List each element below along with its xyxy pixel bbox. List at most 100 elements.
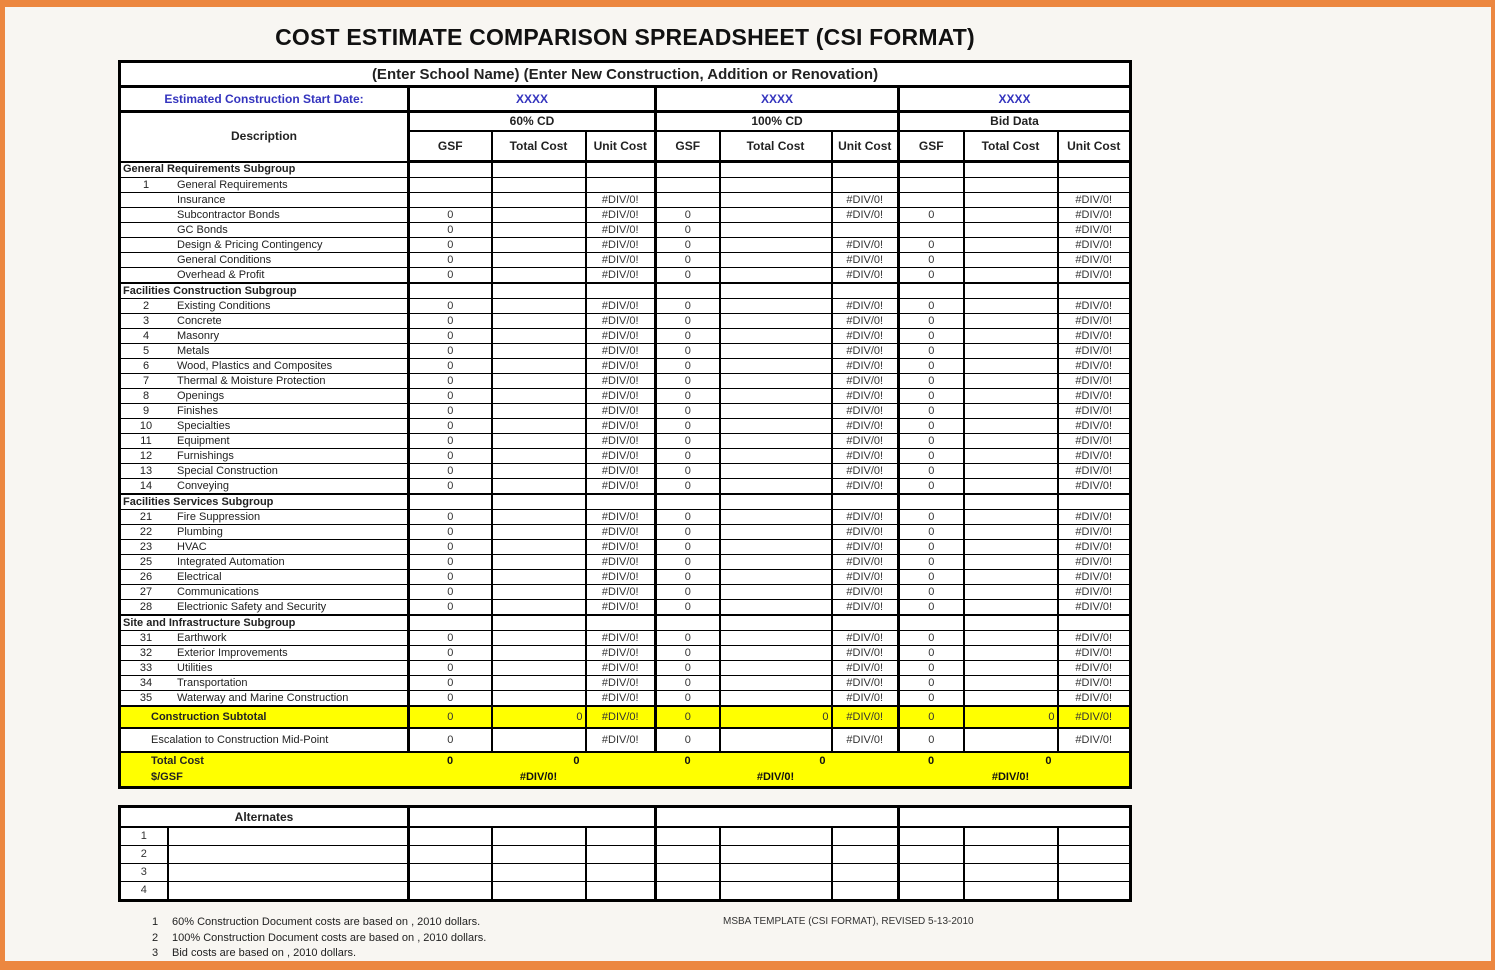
cell-group3-total — [962, 478, 1059, 495]
row-number: 1 — [142, 178, 150, 191]
cell-group1-total — [490, 328, 587, 344]
row-number: 2 — [142, 299, 150, 312]
row-thermal-moisture-protection: 7 Thermal & Moisture Protection 0 #DIV/0! 0 #… — [118, 373, 1132, 389]
row-label: Design & Pricing Contingency — [177, 238, 323, 251]
cell-group2-gsf: 0 — [654, 388, 721, 404]
row-concrete: 3 Concrete 0 #DIV/0! 0 #DIV/0! 0 #DIV/0! — [118, 313, 1132, 329]
cell-group3-gsf: 0 — [897, 524, 965, 540]
alt-cell-group2-total — [718, 863, 833, 882]
cell-group1-unit — [585, 769, 656, 789]
cell-group2-total — [718, 418, 833, 434]
cell-group2-gsf: 0 — [654, 403, 721, 419]
cell-group1-total — [490, 675, 587, 691]
cell-group2-total — [718, 207, 833, 223]
row-label: Plumbing — [177, 525, 223, 538]
cell-group2-unit: #DIV/0! — [830, 584, 900, 600]
row-general-conditions: General Conditions 0 #DIV/0! 0 #DIV/0! 0 #DIV/… — [118, 252, 1132, 268]
cell-group1-total: #DIV/0! — [491, 769, 586, 789]
cell-group1-gsf — [407, 177, 493, 193]
row-furnishings: 12 Furnishings 0 #DIV/0! 0 #DIV/0! 0 #DIV/0! — [118, 448, 1132, 464]
cell-group3-gsf: 0 — [897, 358, 965, 374]
cell-group3-unit: #DIV/0! — [1056, 403, 1132, 419]
cell-group1-unit: #DIV/0! — [584, 630, 657, 646]
row-number: 26 — [139, 570, 153, 583]
cell-group2-gsf — [654, 614, 721, 631]
cell-group1-gsf: 0 — [408, 751, 492, 769]
cell-group2-unit: #DIV/0! — [830, 690, 900, 707]
cell-group2-gsf: 0 — [654, 313, 721, 329]
start-date-label: Estimated Construction Start Date: — [118, 86, 410, 113]
cell-group3-gsf: 0 — [897, 252, 965, 268]
cell-group3-gsf: 0 — [897, 388, 965, 404]
cell-group3-total — [962, 448, 1059, 464]
alt-cell-group1-unit — [584, 863, 657, 882]
row-description: 31 Earthwork — [118, 630, 410, 646]
cell-group2-total — [718, 160, 833, 178]
cell-group2-total — [718, 267, 833, 284]
cell-group1-gsf — [407, 493, 493, 510]
cell-group1-total — [490, 403, 587, 419]
cell-group2-unit: #DIV/0! — [830, 478, 900, 495]
cell-group2-total — [718, 660, 833, 676]
cell-group3-gsf — [897, 493, 965, 510]
row-number: 3 — [142, 314, 150, 327]
row-description: 11 Equipment — [118, 433, 410, 449]
cell-group1-gsf: 0 — [407, 584, 493, 600]
cell-group3-total — [962, 433, 1059, 449]
row-label: General Conditions — [177, 253, 272, 266]
cell-group1-unit: #DIV/0! — [584, 584, 657, 600]
row-label: Communications — [177, 585, 259, 598]
cell-group3-gsf: 0 — [897, 328, 965, 344]
cell-group2-total — [718, 433, 833, 449]
alternate-row-3: 3 — [118, 863, 1132, 882]
cell-group1-gsf: 0 — [407, 524, 493, 540]
cell-group1-gsf: 0 — [407, 539, 493, 555]
row-gc-bonds: GC Bonds 0 #DIV/0! 0 #DIV/0! — [118, 222, 1132, 238]
cell-group3-unit: #DIV/0! — [1056, 433, 1132, 449]
cell-group2-total — [718, 282, 833, 299]
start-date-value-100cd: XXXX — [654, 86, 900, 113]
cell-group3-gsf: 0 — [897, 313, 965, 329]
row-description: 27 Communications — [118, 584, 410, 600]
alternate-description — [166, 863, 410, 882]
row-integrated-automation: 25 Integrated Automation 0 #DIV/0! 0 #DIV/0! 0… — [118, 554, 1132, 570]
col-header-gsf-60: GSF — [407, 130, 493, 163]
cell-group2-unit — [830, 282, 900, 299]
cell-group2-total — [718, 554, 833, 570]
cell-group3-gsf: 0 — [898, 751, 964, 769]
footnote-2-number: 2 — [151, 931, 159, 944]
cell-group3-unit: #DIV/0! — [1056, 645, 1132, 661]
cell-group1-unit: #DIV/0! — [584, 433, 657, 449]
cell-group2-unit: #DIV/0! — [830, 569, 900, 585]
footnote-1-number: 1 — [151, 916, 159, 928]
cell-group2-unit: #DIV/0! — [830, 403, 900, 419]
cell-group2-unit — [830, 177, 900, 193]
alt-cell-group1-total — [490, 881, 587, 901]
row-label: Electrionic Safety and Security — [177, 600, 327, 613]
row-description: Insurance — [118, 192, 410, 208]
alt-cell-group3-gsf — [897, 881, 965, 901]
alt-cell-group1-unit — [584, 845, 657, 864]
cell-group1-total — [490, 282, 587, 299]
alternate-number: 1 — [118, 826, 169, 846]
row-number: 5 — [142, 344, 150, 357]
row-label: Utilities — [177, 661, 213, 674]
cell-group3-unit: #DIV/0! — [1056, 599, 1132, 616]
cell-group1-unit: #DIV/0! — [584, 554, 657, 570]
row-label: Masonry — [177, 329, 220, 342]
row-electrical: 26 Electrical 0 #DIV/0! 0 #DIV/0! 0 #DIV/0! — [118, 569, 1132, 585]
alt-cell-group1-total — [490, 845, 587, 864]
cell-group3-total — [962, 267, 1059, 284]
cell-group3-total — [962, 645, 1059, 661]
row-number: 7 — [142, 374, 150, 387]
cell-group2-total — [718, 328, 833, 344]
row-description: 25 Integrated Automation — [118, 554, 410, 570]
cell-group1-total — [490, 433, 587, 449]
cell-group3-gsf: 0 — [897, 433, 965, 449]
cell-group2-gsf: 0 — [654, 569, 721, 585]
school-name-row: (Enter School Name) (Enter New Construct… — [118, 61, 1132, 88]
cell-group2-gsf: 0 — [654, 690, 721, 707]
cell-group3-total: 0 — [963, 751, 1058, 769]
cell-group2-total — [718, 599, 833, 616]
cell-group3-unit: #DIV/0! — [1056, 252, 1132, 268]
